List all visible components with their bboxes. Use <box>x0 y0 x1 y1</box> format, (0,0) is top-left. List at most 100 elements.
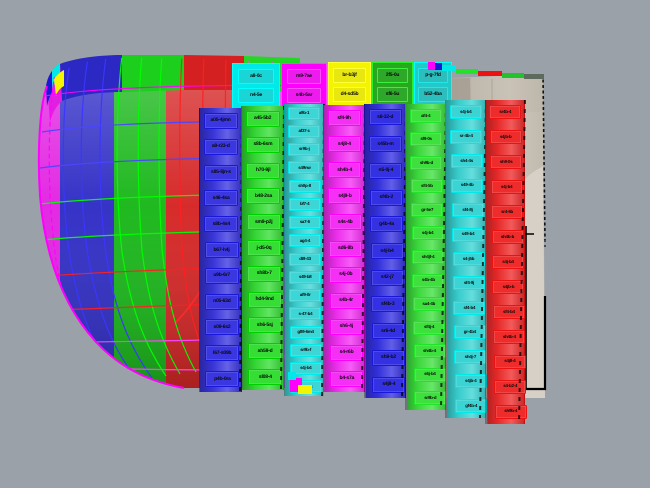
label-column-4-chip-6[interactable]: s4j-0b <box>329 266 363 283</box>
label-column-5-chip-3[interactable]: sf4b-2 <box>369 189 403 206</box>
label-column-5-chip-4[interactable]: g4b-4a <box>370 216 404 233</box>
label-column-3-chip-10[interactable]: af9-0r <box>289 289 322 303</box>
label-column-8-chip-1[interactable]: s4jb-b <box>489 130 522 145</box>
label-column-2-chip-3[interactable]: b48-2sa <box>246 188 281 205</box>
label-column-8-chip-5[interactable]: sh4b-b <box>491 230 524 245</box>
label-column-1-chip-6[interactable]: u9b-6r7 <box>204 267 239 284</box>
label-column-8-chip-3[interactable]: s4j-b4 <box>490 180 523 195</box>
label-column-3-chip-2[interactable]: sr9b-j <box>288 143 321 157</box>
label-column-2-chip-0[interactable]: a45-5b2 <box>245 110 280 127</box>
label-column-7-chip-11[interactable]: s4jb-4 <box>454 374 487 389</box>
label-column-1-chip-9[interactable]: l67-s09b <box>205 345 240 362</box>
label-column-2-chip-2[interactable]: h70-9jl <box>246 162 281 179</box>
label-column-7-chip-3[interactable]: s49-4b <box>451 178 484 193</box>
label-column-6-chip-0[interactable]: af4-4 <box>409 108 442 123</box>
label-column-5-chip-8[interactable]: sr6-4d <box>371 323 405 340</box>
label-column-4-chip-5[interactable]: sd6-8b <box>329 240 362 257</box>
label-column-7-chip-7[interactable]: sf4-9j <box>452 276 485 291</box>
label-column-8-chip-4[interactable]: sr4-6b <box>491 205 524 220</box>
label-column-2-chip-1[interactable]: s8b-6sm <box>245 136 280 153</box>
label-column-4-chip-1[interactable]: s4j8-4 <box>327 136 361 153</box>
label-column-5-chip-7[interactable]: sf4b-3 <box>371 296 405 313</box>
label-column-8-chip-10[interactable]: s4j8-4 <box>493 354 526 369</box>
label-column-2-chip-10[interactable]: sl08-4 <box>248 369 283 386</box>
label-column-3-chip-0[interactable]: a9b-1 <box>288 106 321 120</box>
label-column-3-chip-7[interactable]: ag4-4 <box>288 234 321 248</box>
label-column-4-chip-0[interactable]: sf4-9h <box>327 110 361 127</box>
label-column-3-chip-9[interactable]: s49-b8 <box>289 270 322 284</box>
label-column-6-chip-3[interactable]: sf4-5b <box>410 179 443 194</box>
label-column-5-chip-6[interactable]: s42-j7 <box>370 269 404 286</box>
label-column-6-chip-9[interactable]: sf4j-4 <box>413 320 446 335</box>
label-column-1-chip-3[interactable]: s46-4sa <box>204 190 239 207</box>
label-column-2-chip-9[interactable]: ah59-d <box>248 343 283 360</box>
label-column-8-chip-8[interactable]: sf4-b4 <box>492 304 525 319</box>
label-column-4-chip-2[interactable]: sh4b-4 <box>328 162 362 179</box>
label-column-3-chip-3[interactable]: s49nw <box>288 161 321 175</box>
label-column-1-chip-5[interactable]: b67-h4j <box>204 242 239 258</box>
label-column-5-chip-2[interactable]: n5-0j-4 <box>369 162 403 179</box>
label-column-6-chip-12[interactable]: sr9b-d <box>414 391 447 406</box>
label-column-5-chip-10[interactable]: s4j8-4 <box>372 376 406 393</box>
label-column-7-chip-6[interactable]: s4-j5b <box>452 252 485 266</box>
label-column-7-chip-9[interactable]: gr-4b4 <box>453 325 486 340</box>
label-column-7-chip-0[interactable]: s4j-b4 <box>449 105 482 120</box>
label-column-3-chip-8[interactable]: dt9-43 <box>289 252 322 266</box>
label-column-8-chip-9[interactable]: sh4b-4 <box>493 329 526 344</box>
label-column-2-chip-8[interactable]: sh6-5sj <box>247 317 282 334</box>
label-column-6-chip-1[interactable]: sf9-0s <box>410 132 443 147</box>
label-column-7-chip-12[interactable]: gf4b-4 <box>455 398 488 413</box>
label-column-8-chip-2[interactable]: sh9-0s <box>490 155 523 170</box>
label-column-1-chip-2[interactable]: s85-8jn-s <box>203 164 238 181</box>
label-column-3-chip-5[interactable]: bf7-4 <box>288 197 321 211</box>
label-column-4-chip-10[interactable]: b4-s7a <box>330 370 364 387</box>
label-column-3-chip-4[interactable]: sh0p-8 <box>288 179 321 193</box>
label-column-7-chip-1[interactable]: sr-4b-4 <box>450 129 483 144</box>
label-column-2-chip-4[interactable]: sm9-p2j <box>246 214 281 231</box>
label-column-7-chip-5[interactable]: s49-b4 <box>452 227 485 242</box>
label-column-4-chip-3[interactable]: s4j9-b <box>328 188 362 205</box>
label-column-5-chip-0[interactable]: s8-32-d <box>368 109 402 126</box>
label-column-2-chip-6[interactable]: sh8b-7 <box>247 265 282 282</box>
label-column-3-chip-11[interactable]: s-47-b4 <box>289 307 322 321</box>
label-column-8-chip-7[interactable]: s4jb-b <box>492 279 525 294</box>
label-column-7-chip-10[interactable]: sh4j-7 <box>454 349 487 364</box>
label-column-4-chip-8[interactable]: sh6-4j <box>329 318 363 335</box>
label-column-4-chip-4[interactable]: s4s-4b <box>328 214 362 231</box>
label-column-1-chip-7[interactable]: n05-63d <box>204 293 239 310</box>
label-column-5-chip-1[interactable]: s45b-m <box>369 136 403 153</box>
label-column-2-chip-5[interactable]: j-d5-0q <box>247 240 281 256</box>
label-column-7-chip-8[interactable]: sf4-b4 <box>453 300 486 315</box>
label-column-2-chip-7[interactable]: hd4-9nd <box>247 291 282 308</box>
label-column-3-chip-1[interactable]: af37-c <box>288 124 321 138</box>
label-column-1-chip-4[interactable]: s8b-4s4 <box>204 216 239 233</box>
label-column-5-chip-9[interactable]: sh9-b2 <box>371 349 405 366</box>
label-column-8-chip-11[interactable]: s4-b2-4 <box>494 379 527 394</box>
label-column-5-chip-5[interactable]: s4j-b4 <box>370 243 404 259</box>
label-column-8-chip-0[interactable]: sr4b-4 <box>489 105 522 120</box>
label-column-1-chip-1[interactable]: a9-r23-d <box>203 138 238 155</box>
label-column-7-chip-2[interactable]: sh4-4s <box>450 154 483 169</box>
label-column-3-chip-12[interactable]: g89-6m4 <box>289 325 322 339</box>
label-column-3-chip-13[interactable]: sr9b-f <box>289 343 322 357</box>
label-column-4-chip-9[interactable]: s4-r6b <box>330 344 364 361</box>
top-cell-0-line-1: n4-5e <box>238 88 274 103</box>
label-column-1-chip-10[interactable]: p4b-0ra <box>205 371 240 388</box>
label-column-6-chip-2[interactable]: sh9b-d <box>410 155 443 170</box>
label-column-6-chip-10[interactable]: sh4b-4 <box>413 344 446 359</box>
label-column-1-chip-0[interactable]: a05-4jmn <box>203 112 238 129</box>
label-column-8-chip-12[interactable]: sh9b-4 <box>494 404 527 419</box>
label-column-6-chip-8[interactable]: sa4-4b <box>412 297 445 312</box>
label-column-3-chip-6[interactable]: sa7-6 <box>288 216 321 230</box>
label-column-6-chip-6[interactable]: sh4jf-4 <box>412 250 444 264</box>
label-column-4-chip-7[interactable]: s4b-4r <box>329 292 363 309</box>
label-column-8-chip-6[interactable]: s4j-b4 <box>492 255 524 269</box>
label-column-6-chip-7[interactable]: s4b-4b <box>412 273 445 288</box>
label-column-6-chip-5[interactable]: s4j-b4 <box>411 226 444 241</box>
label-column-6-chip-11[interactable]: s6j-b4 <box>413 367 446 382</box>
label-column-7-chip-4[interactable]: sf4-8j <box>451 203 484 218</box>
label-column-1-chip-8[interactable]: s09-6s2 <box>205 319 240 336</box>
label-column-6-chip-4[interactable]: gr-5e7 <box>411 202 444 217</box>
